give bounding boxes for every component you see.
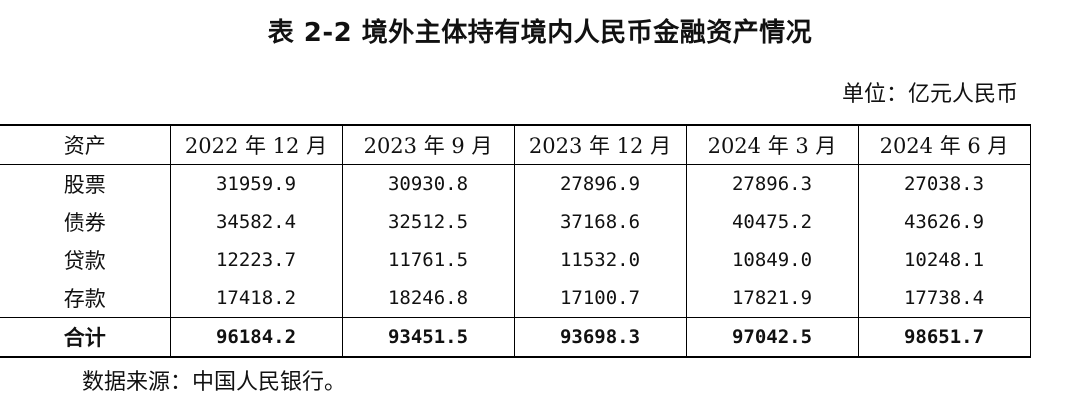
table-row-bonds: 债券 34582.4 32512.5 37168.6 40475.2 43626… [0, 203, 1031, 241]
table-cell: 11761.5 [341, 241, 515, 279]
unit-label: 单位：亿元人民币 [841, 82, 1018, 107]
asset-table: 资产 2022 年 12 月 2023 年 9 月 2023 年 12 月 20… [0, 124, 1031, 358]
table-cell: 17100.7 [513, 279, 687, 318]
table-cell: 30930.8 [341, 164, 515, 203]
table-cell: 27896.9 [513, 164, 687, 203]
table-cell: 31959.9 [169, 164, 343, 203]
table-row-stocks: 股票 31959.9 30930.8 27896.9 27896.3 27038… [0, 164, 1031, 203]
data-source-note: 数据来源：中国人民银行。 [82, 370, 347, 395]
header-cell-2022-12: 2022 年 12 月 [169, 124, 343, 165]
header-cell-2023-09: 2023 年 9 月 [341, 124, 515, 165]
table-cell: 17418.2 [169, 279, 343, 318]
table-cell: 17738.4 [857, 279, 1031, 318]
table-cell: 32512.5 [341, 203, 515, 241]
table-row-total: 合计 96184.2 93451.5 93698.3 97042.5 98651… [0, 317, 1031, 358]
row-label: 合计 [0, 317, 171, 358]
table-row-deposits: 存款 17418.2 18246.8 17100.7 17821.9 17738… [0, 279, 1031, 318]
table-cell: 96184.2 [169, 317, 343, 358]
table-cell: 10248.1 [857, 241, 1031, 279]
table-cell: 17821.9 [685, 279, 859, 318]
table-cell: 97042.5 [685, 317, 859, 358]
row-label: 贷款 [0, 241, 171, 279]
table-cell: 93451.5 [341, 317, 515, 358]
table-title: 表 2-2 境外主体持有境内人民币金融资产情况 [267, 18, 813, 48]
header-cell-2023-12: 2023 年 12 月 [513, 124, 687, 165]
table-cell: 18246.8 [341, 279, 515, 318]
table-cell: 27038.3 [857, 164, 1031, 203]
table-cell: 27896.3 [685, 164, 859, 203]
table-cell: 43626.9 [857, 203, 1031, 241]
table-cell: 40475.2 [685, 203, 859, 241]
header-row: 资产 2022 年 12 月 2023 年 9 月 2023 年 12 月 20… [0, 124, 1031, 165]
table-cell: 11532.0 [513, 241, 687, 279]
header-cell-2024-06: 2024 年 6 月 [857, 124, 1031, 165]
table-cell: 34582.4 [169, 203, 343, 241]
row-label: 股票 [0, 164, 171, 203]
table-cell: 93698.3 [513, 317, 687, 358]
table-cell: 12223.7 [169, 241, 343, 279]
row-label: 存款 [0, 279, 171, 318]
header-cell-asset: 资产 [0, 124, 171, 165]
table-row-loans: 贷款 12223.7 11761.5 11532.0 10849.0 10248… [0, 241, 1031, 279]
table-cell: 10849.0 [685, 241, 859, 279]
header-cell-2024-03: 2024 年 3 月 [685, 124, 859, 165]
table-cell: 98651.7 [857, 317, 1031, 358]
table-cell: 37168.6 [513, 203, 687, 241]
row-label: 债券 [0, 203, 171, 241]
